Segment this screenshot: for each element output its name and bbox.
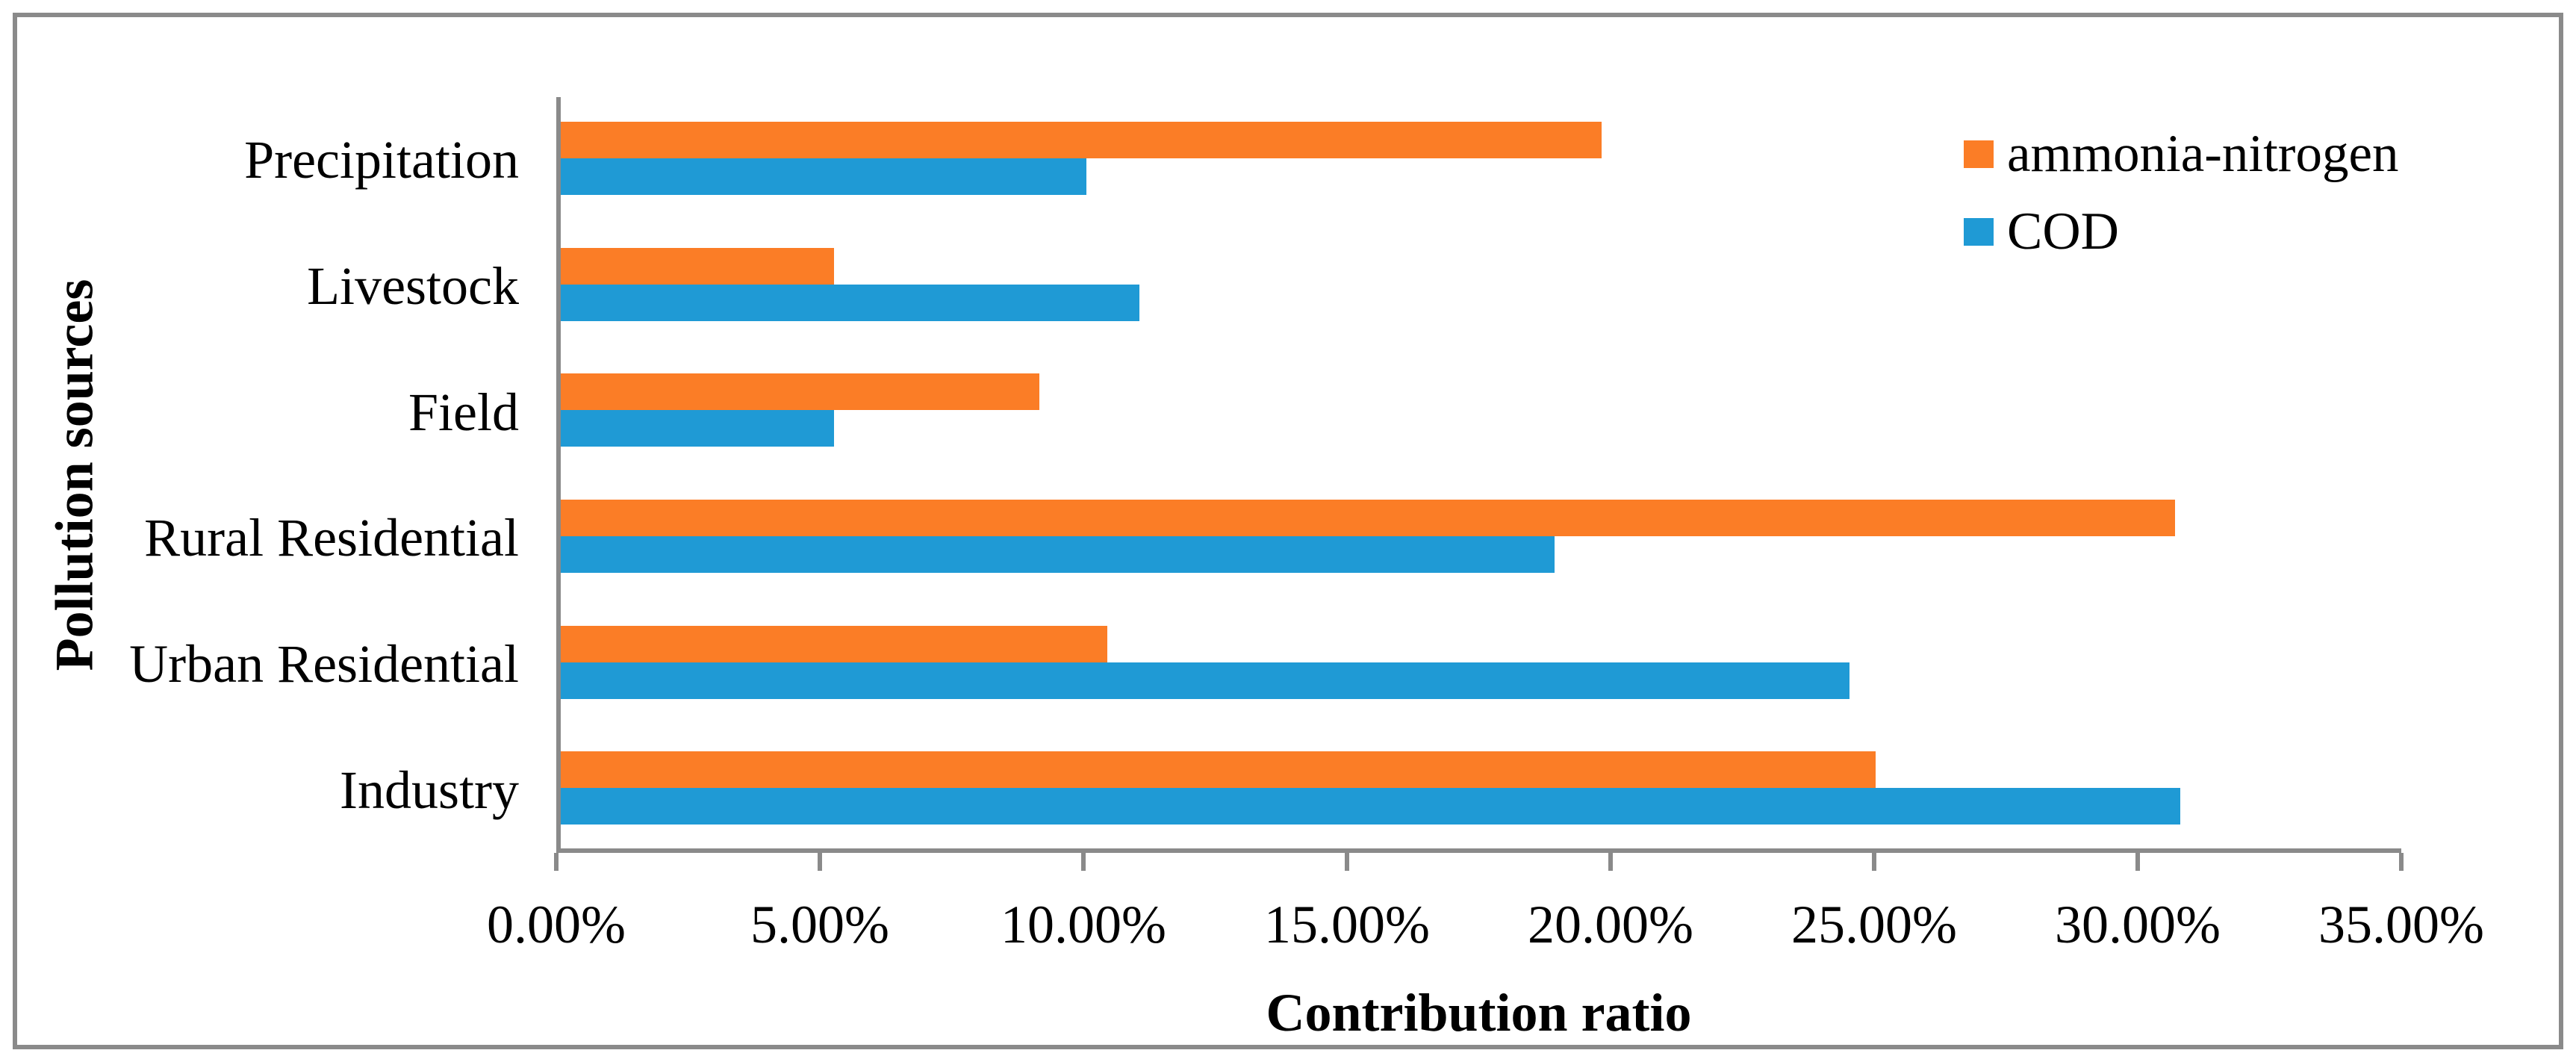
x-axis-tick-label: 0.00% bbox=[487, 895, 626, 954]
y-axis-category-label: Urban Residential bbox=[129, 633, 519, 694]
bar-cod bbox=[561, 536, 1555, 573]
bar-cod bbox=[561, 662, 1849, 699]
legend: ammonia-nitrogen COD bbox=[1964, 118, 2398, 273]
y-axis-category-labels: Precipitation Livestock Field Rural Residen… bbox=[0, 97, 519, 853]
category-row bbox=[561, 223, 2401, 350]
x-axis-tick bbox=[2135, 853, 2140, 871]
x-axis-tick-labels: 0.00% 5.00% 10.00% 15.00% 20.00% 25.00% 30.00%… bbox=[487, 895, 2484, 965]
x-axis-tick bbox=[2399, 853, 2404, 871]
bar-ammonia-nitrogen bbox=[561, 373, 1039, 411]
x-axis-tick-label: 35.00% bbox=[2318, 895, 2484, 954]
bar-cod bbox=[561, 158, 1087, 195]
x-axis-tick-label: 10.00% bbox=[1001, 895, 1166, 954]
y-axis-category-label: Rural Residential bbox=[144, 508, 519, 568]
bar-ammonia-nitrogen bbox=[561, 751, 1876, 789]
bars-layer bbox=[561, 97, 2401, 848]
x-axis-tick bbox=[1872, 853, 1876, 871]
legend-label: COD bbox=[2007, 202, 2119, 261]
bar-cod bbox=[561, 410, 835, 447]
category-row bbox=[561, 601, 2401, 727]
category-row bbox=[561, 349, 2401, 475]
legend-swatch bbox=[1964, 140, 1994, 168]
y-axis-category-label: Field bbox=[408, 382, 519, 442]
figure-border bbox=[13, 13, 2563, 1049]
x-axis-tick bbox=[818, 853, 822, 871]
legend-swatch bbox=[1964, 217, 1994, 246]
x-axis-tick bbox=[1345, 853, 1349, 871]
bar-ammonia-nitrogen bbox=[561, 625, 1108, 662]
x-axis-tick-label: 5.00% bbox=[750, 895, 889, 954]
bar-ammonia-nitrogen bbox=[561, 122, 1602, 158]
y-axis-category-label: Industry bbox=[340, 760, 519, 820]
bar-cod bbox=[561, 788, 2181, 825]
x-axis-tick bbox=[1608, 853, 1613, 871]
legend-item: ammonia-nitrogen bbox=[1964, 118, 2398, 190]
y-axis-category-label: Precipitation bbox=[244, 130, 519, 190]
x-axis-title: Contribution ratio bbox=[1266, 983, 1692, 1043]
y-axis-category-label: Livestock bbox=[307, 255, 519, 316]
legend-label: ammonia-nitrogen bbox=[2007, 124, 2399, 183]
bar-cod bbox=[561, 284, 1139, 321]
x-axis-tick-label: 30.00% bbox=[2055, 895, 2221, 954]
x-axis-tick-label: 15.00% bbox=[1264, 895, 1430, 954]
x-axis-tick-label: 20.00% bbox=[1528, 895, 1693, 954]
x-axis-tick bbox=[554, 853, 559, 871]
category-row bbox=[561, 97, 2401, 223]
bar-ammonia-nitrogen bbox=[561, 500, 2176, 536]
category-row bbox=[561, 727, 2401, 853]
bar-ammonia-nitrogen bbox=[561, 247, 835, 285]
plot-area bbox=[556, 97, 2401, 853]
category-row bbox=[561, 475, 2401, 601]
legend-item: COD bbox=[1964, 196, 2398, 267]
x-axis-tick bbox=[1081, 853, 1086, 871]
x-axis-ticks bbox=[554, 853, 2404, 871]
x-axis-tick-label: 25.00% bbox=[1791, 895, 1957, 954]
